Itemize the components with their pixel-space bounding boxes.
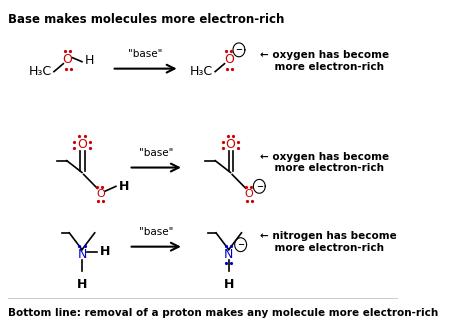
Text: Base makes molecules more electron-rich: Base makes molecules more electron-rich <box>8 13 284 26</box>
Text: "base": "base" <box>138 148 173 158</box>
Text: O: O <box>96 189 105 199</box>
Text: −: − <box>256 182 263 191</box>
Text: "base": "base" <box>138 227 173 237</box>
Text: H₃C: H₃C <box>190 65 213 78</box>
Text: H: H <box>100 245 110 258</box>
Text: ← oxygen has become
    more electron-rich: ← oxygen has become more electron-rich <box>260 152 389 174</box>
Text: H: H <box>118 180 129 193</box>
Text: ← oxygen has become
    more electron-rich: ← oxygen has become more electron-rich <box>260 50 389 71</box>
Text: H₃C: H₃C <box>28 65 52 78</box>
Text: H: H <box>84 54 94 67</box>
Text: "base": "base" <box>128 49 163 59</box>
Text: H: H <box>224 278 234 291</box>
Text: O: O <box>245 189 254 199</box>
Text: O: O <box>63 53 73 66</box>
Text: O: O <box>77 138 87 151</box>
Text: Bottom line: removal of a proton makes any molecule more electron-rich: Bottom line: removal of a proton makes a… <box>8 308 438 318</box>
Text: N: N <box>77 248 87 261</box>
Text: ← nitrogen has become
    more electron-rich: ← nitrogen has become more electron-rich <box>260 231 397 252</box>
Text: O: O <box>224 53 234 66</box>
Text: −: − <box>237 240 244 249</box>
Text: H: H <box>77 278 87 291</box>
Text: −: − <box>236 45 242 54</box>
Text: N: N <box>224 248 233 261</box>
Text: O: O <box>226 138 236 151</box>
